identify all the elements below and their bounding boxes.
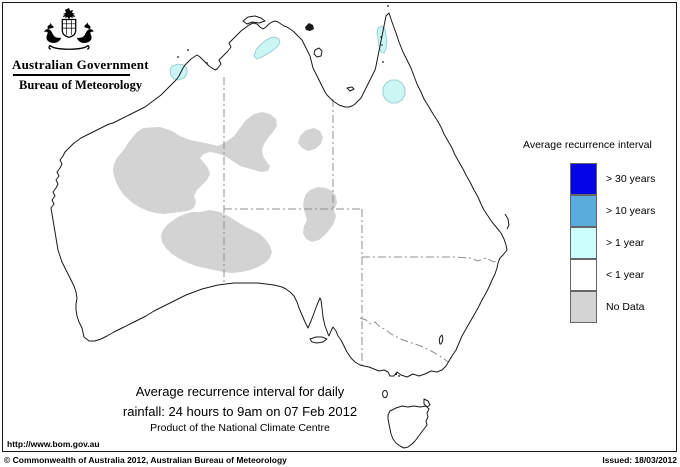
legend-label: > 30 years xyxy=(606,173,656,185)
legend-label: < 1 year xyxy=(606,269,645,281)
no-data-patch-south xyxy=(161,210,272,273)
map-title-line3: Product of the National Climate Centre xyxy=(150,422,330,434)
rain-gt-1yr-patches xyxy=(169,25,406,104)
legend-swatch-gt-1-year xyxy=(570,226,597,259)
tasmania-coastline xyxy=(387,405,430,449)
australian-coat-of-arms-icon xyxy=(44,7,94,50)
government-title: Australian Government xyxy=(12,57,149,72)
mainland-coastline xyxy=(50,12,508,378)
no-data-patch-small-nt xyxy=(298,128,323,151)
coastal-islet-nsw xyxy=(438,334,444,345)
mornington-island xyxy=(346,86,355,92)
island-dots xyxy=(177,5,400,377)
arnhem-coast-detail xyxy=(305,23,314,31)
no-data-patch-central-west xyxy=(113,112,277,214)
rain-patch-cape-york xyxy=(376,25,388,54)
map-title-line1: Average recurrence interval for daily xyxy=(135,384,345,399)
border-qld-nsw xyxy=(362,256,501,263)
legend-row-no-data: No Data xyxy=(570,290,655,323)
state-borders xyxy=(223,77,501,368)
bureau-title: Bureau of Meteorology xyxy=(19,78,143,92)
map-title-block: Average recurrence interval for daily ra… xyxy=(85,384,395,434)
legend-swatch-lt-1-year xyxy=(570,258,597,291)
legend-row-gt-10-years: > 10 years xyxy=(570,194,656,227)
legend-label: No Data xyxy=(606,301,645,313)
legend-swatch-gt-30-years xyxy=(570,163,597,195)
legend-label: > 10 years xyxy=(606,205,656,217)
groote-eylandt xyxy=(313,47,323,58)
legend-swatch-no-data xyxy=(570,290,597,323)
border-nsw-vic xyxy=(359,317,449,363)
coastlines xyxy=(50,12,510,449)
legend-row-lt-1-year: < 1 year xyxy=(570,258,655,291)
legend-swatch-gt-10-years xyxy=(570,194,597,227)
no-data-patch-corner xyxy=(303,187,337,242)
flinders-island xyxy=(423,398,431,408)
legend-title: Average recurrence interval xyxy=(523,139,652,151)
legend: > 30 years > 10 years > 1 year < 1 year … xyxy=(570,163,655,323)
rain-patch-north-qld xyxy=(382,79,406,104)
legend-label: > 1 year xyxy=(606,237,645,249)
copyright-notice: © Commonwealth of Australia 2012, Austra… xyxy=(4,455,287,465)
legend-row-gt-1-year: > 1 year xyxy=(570,226,655,259)
kangaroo-island xyxy=(309,336,328,344)
fraser-island xyxy=(504,213,510,230)
map-frame-border xyxy=(2,2,677,452)
melville-island xyxy=(242,15,266,25)
king-island xyxy=(382,389,388,399)
no-data-patches xyxy=(113,112,337,273)
issued-date: Issued: 18/03/2012 xyxy=(602,455,677,465)
bom-url: http://www.bom.gov.au xyxy=(7,439,100,449)
map-title-line2: rainfall: 24 hours to 9am on 07 Feb 2012 xyxy=(122,404,358,419)
rain-patch-top-end xyxy=(253,36,281,60)
legend-row-gt-30-years: > 30 years xyxy=(570,163,655,195)
header-divider xyxy=(13,74,130,76)
